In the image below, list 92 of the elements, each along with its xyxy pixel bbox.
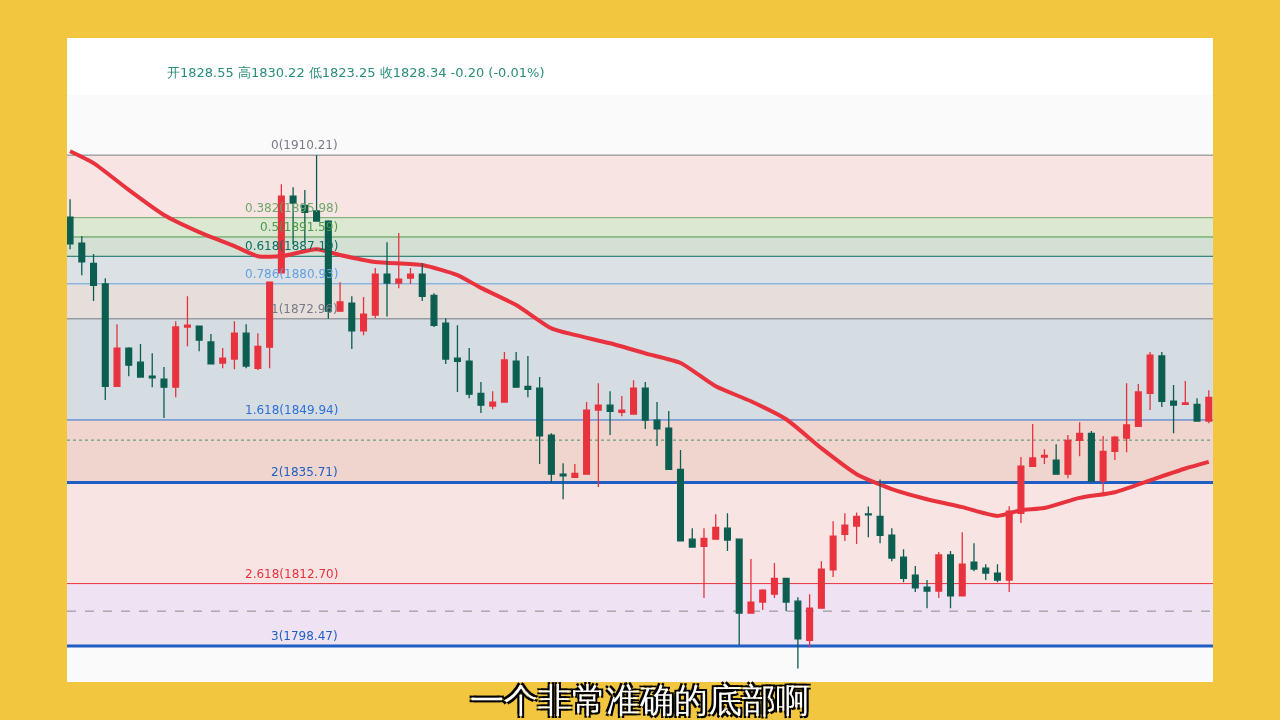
candlestick (982, 563, 990, 581)
candlestick (806, 593, 814, 648)
candlestick (1111, 435, 1119, 461)
candlestick (1193, 397, 1201, 422)
candlestick (829, 520, 837, 578)
candlestick (665, 410, 673, 470)
candlestick (500, 351, 508, 403)
ref-line-label: 3(1798.47) (271, 629, 338, 643)
candlestick (618, 395, 626, 417)
candlestick (183, 295, 191, 347)
candlestick (653, 401, 661, 447)
candlestick (266, 281, 274, 369)
candlestick (712, 513, 720, 540)
candlestick (794, 596, 802, 670)
ref-line-label: 2.618(1812.70) (245, 567, 339, 581)
ref-line-label: 1.618(1849.94) (245, 403, 339, 417)
candlestick (148, 352, 156, 388)
ref-line-label: 2(1835.71) (271, 465, 338, 479)
candlestick (888, 527, 896, 562)
candlestick (900, 548, 908, 583)
candlestick (465, 347, 473, 399)
candlestick (606, 390, 614, 436)
candlestick (90, 253, 98, 302)
candlestick (547, 432, 555, 484)
candlestick (430, 292, 438, 328)
candlestick (559, 462, 567, 500)
candlestick (360, 296, 368, 336)
candlestick (735, 538, 743, 646)
candlestick (571, 463, 579, 478)
candlestick (230, 320, 238, 370)
candlestick (78, 235, 86, 276)
candlestick (395, 232, 403, 289)
candlestick (864, 505, 872, 538)
candlestick (536, 376, 544, 465)
ref-line-label: 0(1910.21) (271, 138, 338, 152)
candlestick (630, 379, 638, 415)
candlestick (876, 478, 884, 544)
candlestick (1181, 380, 1189, 405)
candlestick (113, 323, 121, 387)
candlestick (641, 381, 649, 430)
candlestick (477, 381, 485, 414)
candlestick (782, 577, 790, 612)
candlestick (453, 324, 461, 393)
candlestick (841, 512, 849, 542)
candlestick (136, 343, 145, 378)
candlestick (1123, 382, 1131, 453)
candlestick (688, 527, 696, 548)
candlestick (1064, 434, 1072, 479)
candlestick (1158, 351, 1166, 408)
candlestick (442, 317, 450, 365)
candlestick (195, 325, 203, 352)
candlestick (348, 295, 356, 350)
candlestick (125, 346, 133, 377)
candlestick (993, 563, 1001, 583)
candlestick (512, 351, 520, 388)
candlestick (594, 382, 602, 488)
candlestick (583, 401, 591, 475)
candlestick (946, 550, 955, 609)
candlestick (1076, 421, 1084, 457)
candlestick (336, 281, 344, 312)
candlestick (219, 347, 227, 369)
candlestick (1040, 448, 1048, 465)
candlestick (101, 277, 109, 401)
candlestick (1146, 351, 1154, 411)
candlestick (923, 579, 931, 609)
candlestick (723, 512, 731, 552)
candlestick (1205, 389, 1213, 424)
candlestick (160, 366, 168, 419)
candlestick (853, 511, 861, 545)
candlestick (524, 355, 532, 398)
candlestick (1170, 384, 1178, 434)
candlestick (970, 542, 978, 572)
candlestick (1099, 435, 1107, 494)
candlestick (254, 332, 262, 371)
candlestick (489, 390, 497, 410)
candlestick (1134, 383, 1142, 427)
candlestick (911, 565, 919, 593)
candlestick (759, 588, 767, 611)
annotation: 一个非常准确的底部啊 (470, 680, 810, 720)
text: 开1828.55 高1830.22 低1823.25 收1828.34 -0.20 (-0.01%) (167, 65, 545, 80)
candlestick (383, 241, 391, 318)
candlestick (242, 323, 250, 369)
candlestick (1052, 443, 1060, 475)
candlestick (207, 333, 215, 365)
candlestick (1029, 423, 1037, 467)
candlestick (1087, 430, 1095, 482)
candlestick (172, 320, 180, 398)
candlestick (371, 267, 379, 319)
candlestick (676, 449, 685, 542)
candlestick (418, 262, 426, 302)
candlestick (67, 198, 74, 250)
candlestick (406, 267, 415, 285)
